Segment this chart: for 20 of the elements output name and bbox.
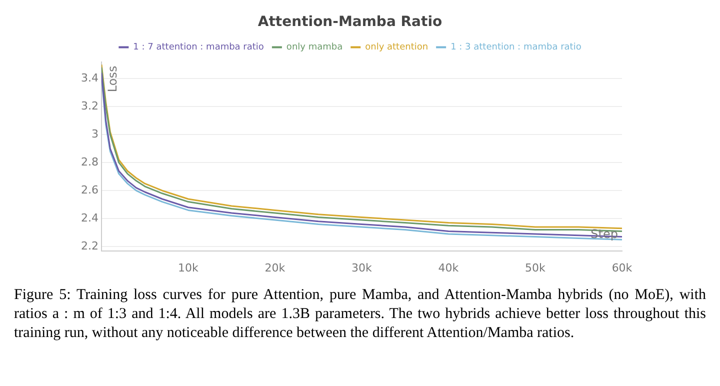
chart-title: Attention-Mamba Ratio (258, 14, 442, 30)
x-tick-label: 40k (438, 261, 460, 274)
y-tick-label: 3.4 (80, 71, 98, 84)
y-tick-label: 3.2 (80, 99, 98, 112)
legend-label: only mamba (286, 42, 343, 53)
x-tick-label: 20k (264, 261, 286, 274)
caption: Figure 5: Training loss curves for pure Attention, pure Mamba, and Attention-Mamba hybrids (no MoE), with ratios a : m of 1:3 and 1:4. All models are 1.3B parameters. The two hybrids achieve better loss throughout this training run, without any noticeable difference between the different Attention/Mamba ratios. (14, 286, 706, 343)
x-tick-label: 30k (352, 261, 373, 274)
legend-label: only attention (365, 42, 428, 53)
y-tick-label: 2.2 (80, 239, 98, 252)
x-tick-label: 10k (178, 261, 200, 274)
y-tick-label: 3 (91, 127, 98, 140)
x-tick-label: 60k (612, 261, 633, 274)
x-tick-label: 50k (525, 261, 546, 274)
y-tick-label: 2.8 (80, 155, 98, 168)
y-tick-label: 2.6 (80, 183, 98, 196)
legend-label: 1 : 3 attention : mamba ratio (450, 42, 582, 53)
y-axis-title: Loss (106, 66, 120, 92)
y-tick-label: 2.4 (80, 211, 98, 224)
legend-label: 1 : 7 attention : mamba ratio (133, 42, 264, 53)
